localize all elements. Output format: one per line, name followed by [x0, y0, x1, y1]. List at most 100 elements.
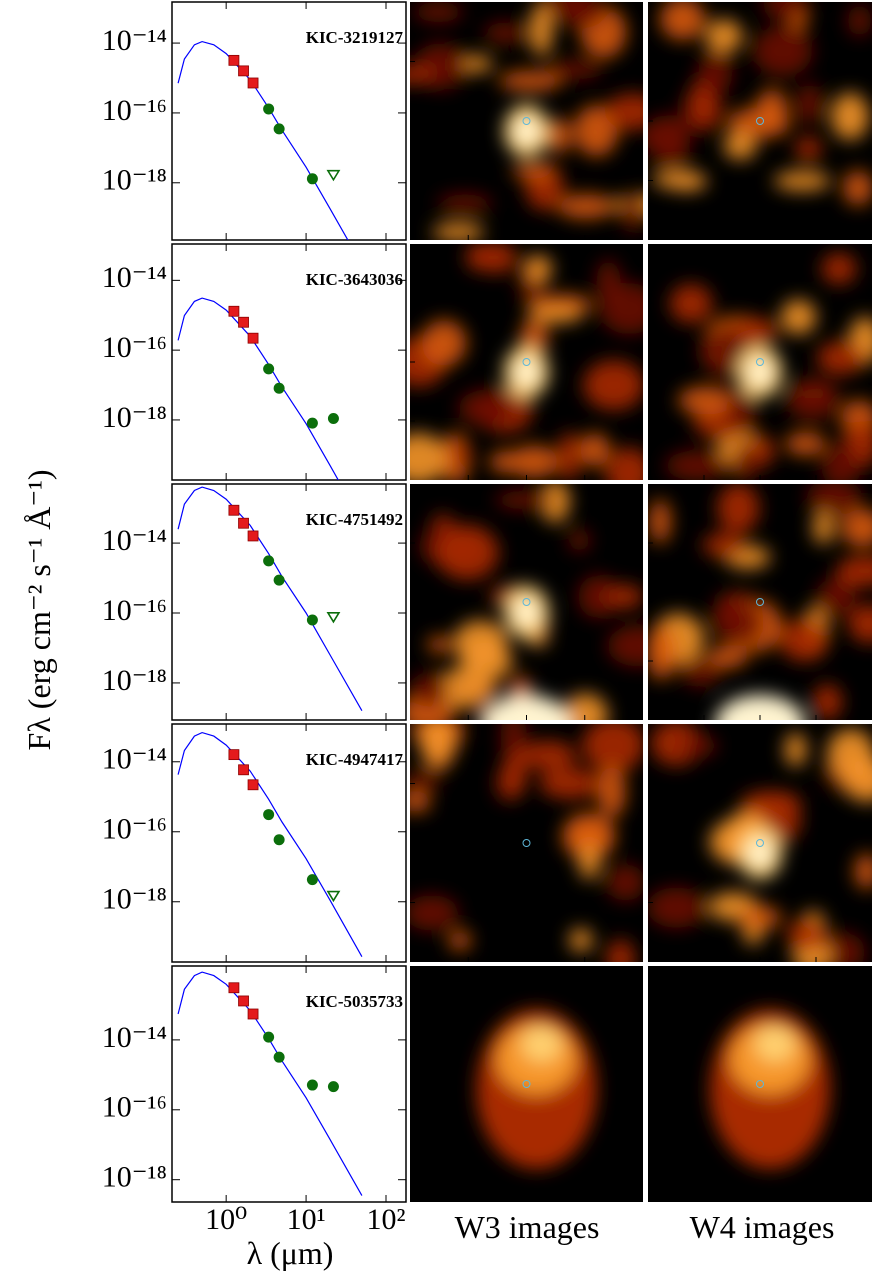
image-blobs — [648, 2, 872, 206]
image-blob — [605, 447, 643, 480]
annotation: KIC-4751492 — [306, 510, 403, 529]
image-blob — [448, 930, 472, 951]
image-blob — [495, 490, 554, 510]
image-blob — [827, 728, 872, 780]
circle-point — [273, 123, 285, 135]
image-blob — [831, 92, 869, 140]
plot-area — [177, 486, 363, 711]
image-blob — [761, 2, 809, 20]
image-blob — [708, 644, 748, 669]
image-blob — [514, 358, 539, 386]
source-marker — [522, 358, 531, 366]
image-blob — [847, 4, 872, 37]
image-blob — [848, 604, 872, 644]
source-marker — [756, 117, 764, 125]
image-blob — [562, 812, 616, 860]
image-blob — [806, 484, 862, 516]
square-point — [238, 995, 249, 1007]
square-point — [247, 530, 259, 542]
square-point — [247, 1008, 259, 1020]
image-blob — [836, 555, 872, 587]
sed-panel: 10⁻¹⁴ 10⁻¹⁶ 10⁻¹⁸ KIC-4947417 — [102, 723, 407, 963]
column-title: W3 images — [455, 1209, 600, 1245]
square-point — [228, 982, 240, 994]
square-point — [238, 517, 249, 529]
annotation: KIC-4947417 — [306, 750, 404, 769]
image-panel — [410, 2, 643, 240]
source-marker — [756, 839, 764, 847]
image-blob — [410, 65, 434, 84]
circle-point — [263, 555, 275, 567]
y-tick-label: 10⁻¹⁶ — [102, 1091, 167, 1124]
circle-point — [263, 363, 275, 375]
square-point — [247, 77, 259, 89]
y-tick-label: 10⁻¹⁴ — [102, 524, 167, 557]
plot-area — [177, 731, 363, 957]
image-blob — [648, 887, 706, 928]
plot-frame — [171, 243, 407, 481]
upper-limit-point — [326, 611, 341, 624]
image-blob — [702, 533, 746, 558]
image-panel — [648, 724, 872, 962]
image-blob — [660, 2, 706, 41]
image-blob — [796, 83, 823, 125]
image-blob — [787, 918, 826, 952]
image-blob — [500, 724, 527, 763]
sed-panel: 10⁻¹⁴ 10⁻¹⁶ 10⁻¹⁸ KIC-3219127 — [102, 1, 407, 241]
source-marker — [522, 117, 531, 125]
image-blob — [432, 223, 485, 240]
image-blob — [562, 693, 608, 720]
image-blob — [817, 341, 865, 376]
square-point — [247, 332, 259, 344]
circle-point — [306, 173, 318, 185]
image-panel — [648, 244, 872, 480]
image-blob — [648, 124, 688, 150]
image-blob — [752, 26, 813, 77]
image-blob — [821, 444, 860, 480]
column-title: W4 images — [690, 1209, 835, 1245]
image-blobs — [710, 1009, 830, 1169]
image-blob — [546, 60, 602, 80]
image-panel — [410, 966, 643, 1202]
source-marker — [756, 358, 764, 366]
sed-panel: 10⁻¹⁴ 10⁻¹⁶ 10⁻¹⁸ KIC-4751492 — [102, 483, 407, 721]
circle-point — [306, 614, 318, 626]
square-point — [247, 779, 259, 791]
sed-panel: 10⁻¹⁴ 10⁻¹⁶ 10⁻¹⁸ KIC-3643036 — [102, 243, 407, 481]
plot-frame — [171, 483, 407, 721]
image-blobs — [410, 244, 643, 480]
plot-frame — [171, 965, 407, 1203]
image-blobs — [665, 252, 872, 480]
circle-point — [273, 834, 285, 846]
image-blob — [477, 244, 517, 274]
square-point — [238, 65, 249, 77]
source-marker — [522, 598, 531, 606]
annotation: KIC-3219127 — [306, 28, 404, 47]
image-blob — [785, 431, 826, 456]
y-tick-label: 10⁻¹⁴ — [102, 743, 167, 776]
plot-frame — [171, 1, 407, 241]
annotation: KIC-3643036 — [306, 270, 403, 289]
image-blob — [606, 939, 635, 962]
y-tick-label: 10⁻¹⁸ — [102, 401, 167, 434]
image-blob — [665, 450, 729, 480]
source-marker — [756, 1080, 764, 1088]
source-marker — [522, 839, 531, 847]
image-blob — [732, 442, 758, 480]
image-blob — [780, 299, 817, 335]
image-blob — [426, 636, 453, 653]
image-blob — [606, 584, 643, 609]
image-blob — [784, 732, 807, 767]
y-axis-title: Fλ (erg cm⁻² s⁻¹ Å⁻¹) — [21, 469, 57, 750]
image-blob — [511, 162, 556, 180]
image-blob — [650, 724, 702, 766]
image-blob — [514, 117, 539, 145]
image-blobs — [648, 724, 872, 962]
image-blob — [648, 624, 676, 680]
image-blob — [843, 170, 872, 206]
image-blob — [711, 598, 741, 639]
image-blob — [579, 432, 611, 467]
image-blob — [458, 389, 515, 427]
x-tick-label: 10¹ — [287, 1203, 326, 1236]
